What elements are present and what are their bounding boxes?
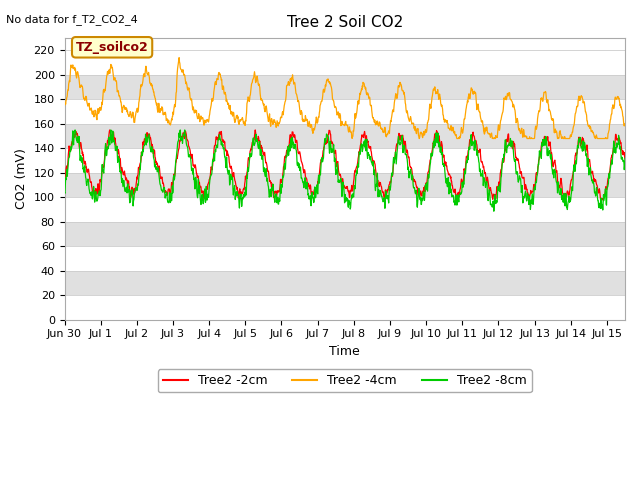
Text: TZ_soilco2: TZ_soilco2 (76, 41, 148, 54)
Y-axis label: CO2 (mV): CO2 (mV) (15, 148, 28, 209)
X-axis label: Time: Time (330, 345, 360, 358)
Bar (65, 222, 625, 246)
Text: No data for f_T2_CO2_4: No data for f_T2_CO2_4 (6, 14, 138, 25)
Bar (65, 124, 625, 148)
Bar (65, 75, 625, 99)
Bar (65, 271, 625, 295)
Bar (65, 173, 625, 197)
Title: Tree 2 Soil CO2: Tree 2 Soil CO2 (287, 15, 403, 30)
Legend: Tree2 -2cm, Tree2 -4cm, Tree2 -8cm: Tree2 -2cm, Tree2 -4cm, Tree2 -8cm (158, 370, 532, 392)
